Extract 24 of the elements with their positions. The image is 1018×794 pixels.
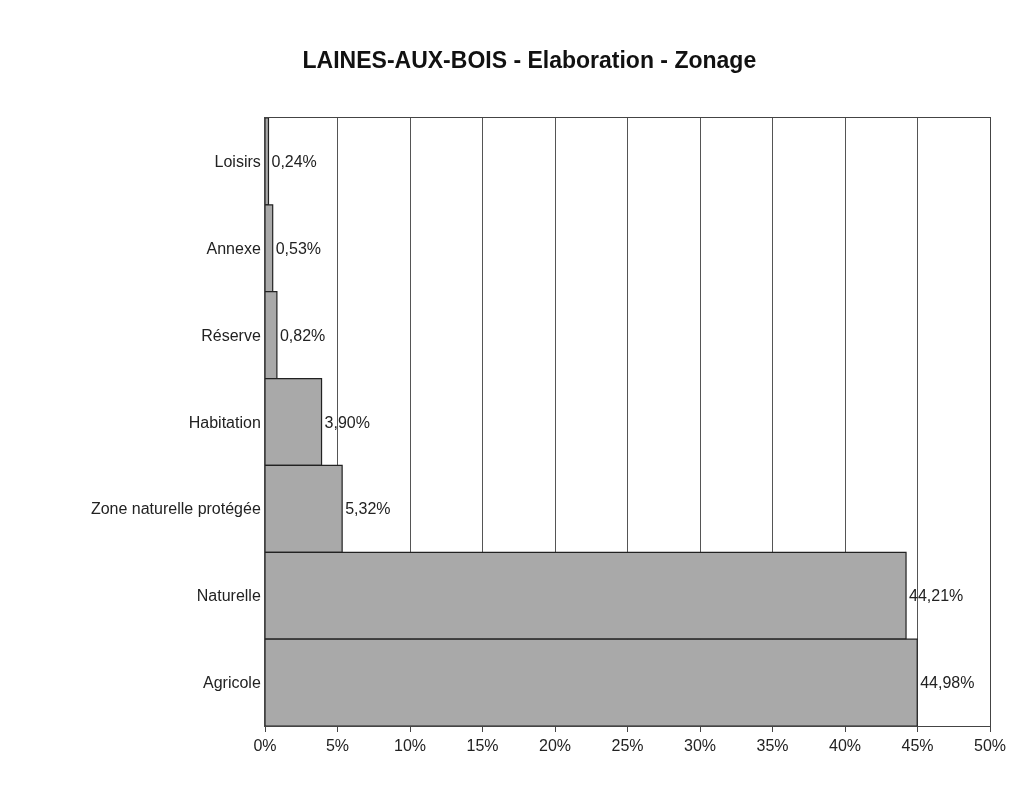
y-tick-label: Loisirs <box>214 153 261 171</box>
data-label: 44,98% <box>920 674 975 692</box>
x-tick-label: 35% <box>756 737 789 755</box>
x-tick-label: 25% <box>611 737 644 755</box>
y-tick-label: Agricole <box>202 674 261 692</box>
x-tick-label: 0% <box>253 737 277 755</box>
y-tick-label: Habitation <box>188 413 261 431</box>
y-tick-label: Annexe <box>206 239 261 257</box>
y-tick-label: Réserve <box>201 326 261 344</box>
x-tick-label: 20% <box>538 737 572 755</box>
x-tick-label: 10% <box>393 737 427 755</box>
x-tick-label: 5% <box>325 737 350 755</box>
x-tick-label: 45% <box>901 737 934 755</box>
x-tick-label: 15% <box>466 737 499 755</box>
y-tick-label: Zone naturelle protégée <box>90 500 261 518</box>
data-label: 5,32% <box>345 500 391 518</box>
data-label: 0,53% <box>275 239 322 257</box>
y-tick-label: Naturelle <box>196 587 261 605</box>
chart-title: LAINES-AUX-BOIS - Elaboration - Zonage <box>302 46 757 73</box>
x-tick-label: 50% <box>973 737 1007 755</box>
data-label: 0,82% <box>279 326 326 344</box>
x-tick-label: 40% <box>828 737 862 755</box>
data-label: 0,24% <box>271 152 317 170</box>
x-tick-label: 30% <box>683 737 717 755</box>
